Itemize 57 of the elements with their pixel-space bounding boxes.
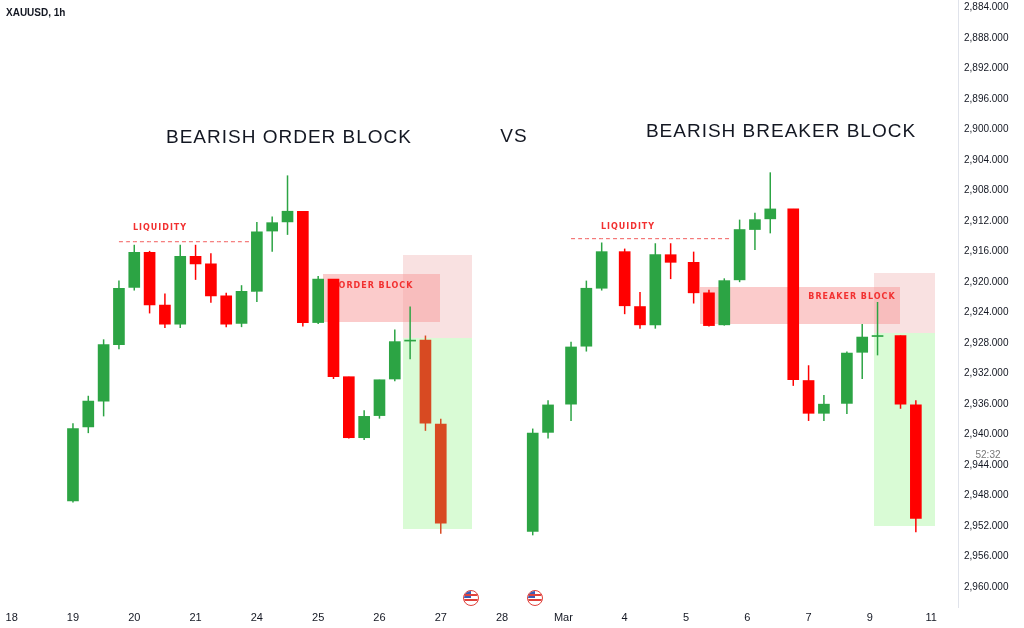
- text: XAUUSD, 1h: [6, 6, 66, 18]
- y-tick-label: 2,932.000: [964, 367, 1009, 379]
- annotation: ORDER BLOCK: [338, 281, 414, 291]
- candlestick: [871, 301, 884, 357]
- x-tick-label: 18: [5, 610, 18, 623]
- candlestick: [266, 215, 279, 253]
- y-tick-label: 2,924.000: [964, 306, 1009, 318]
- y-tick-label: 2,888.000: [964, 31, 1009, 43]
- y-tick-label: 2,900.000: [964, 123, 1009, 135]
- y-tick-label: 2,892.000: [964, 62, 1009, 74]
- candlestick: [749, 212, 761, 251]
- x-tick-label: 11: [925, 610, 937, 623]
- candlestick: [634, 291, 646, 330]
- x-tick-label: 20: [128, 610, 141, 623]
- candlestick: [764, 171, 777, 235]
- y-tick-label: 2,928.000: [964, 336, 1009, 348]
- y-tick-label: 2,956.000: [964, 550, 1009, 562]
- y-tick-label: 2,940.000: [964, 428, 1009, 440]
- y-tick-label: 2,948.000: [964, 489, 1009, 501]
- x-tick-label: 9: [866, 610, 873, 623]
- x-tick-label: 7: [805, 610, 812, 623]
- x-tick-label: 27: [434, 610, 447, 623]
- candlestick: [358, 409, 370, 441]
- x-tick-label: 25: [312, 610, 325, 623]
- candlestick: [664, 242, 677, 280]
- candlestick: [281, 174, 294, 236]
- x-tick-label: 19: [66, 610, 80, 623]
- annotation: VS: [500, 125, 528, 147]
- x-tick-label: 4: [621, 610, 628, 623]
- y-tick-label: 2,936.000: [964, 397, 1009, 409]
- annotation: BEARISH ORDER BLOCK: [166, 126, 412, 148]
- text: 52:32: [975, 448, 1001, 460]
- annotation: LIQUIDITY: [132, 223, 188, 233]
- annotation: LIQUIDITY: [600, 222, 656, 232]
- x-tick-label: 6: [744, 610, 751, 623]
- annotation: BEARISH BREAKER BLOCK: [645, 120, 917, 142]
- y-tick-label: 2,916.000: [964, 245, 1009, 257]
- annotation: BREAKER BLOCK: [808, 292, 896, 302]
- y-tick-label: 2,904.000: [964, 153, 1009, 165]
- candlestick: [818, 394, 830, 422]
- candlestick: [159, 292, 171, 329]
- candlestick: [189, 244, 202, 281]
- y-tick-label: 2,896.000: [964, 92, 1009, 104]
- x-tick-label: 28: [495, 610, 509, 623]
- x-tick-label: 24: [250, 610, 263, 623]
- y-tick-label: 2,884.000: [964, 1, 1009, 13]
- x-tick-label: 5: [682, 610, 690, 623]
- y-tick-label: 2,960.000: [964, 580, 1009, 592]
- y-tick-label: 2,952.000: [964, 519, 1009, 531]
- x-tick-label: 21: [189, 610, 202, 623]
- x-tick-label: Mar: [553, 610, 574, 623]
- candlestick: [856, 323, 869, 380]
- y-tick-label: 2,912.000: [964, 214, 1009, 226]
- y-tick-label: 2,908.000: [964, 184, 1009, 196]
- y-tick-label: 2,944.000: [964, 458, 1009, 470]
- y-tick-label: 2,920.000: [964, 275, 1009, 287]
- x-tick-label: 26: [373, 610, 386, 623]
